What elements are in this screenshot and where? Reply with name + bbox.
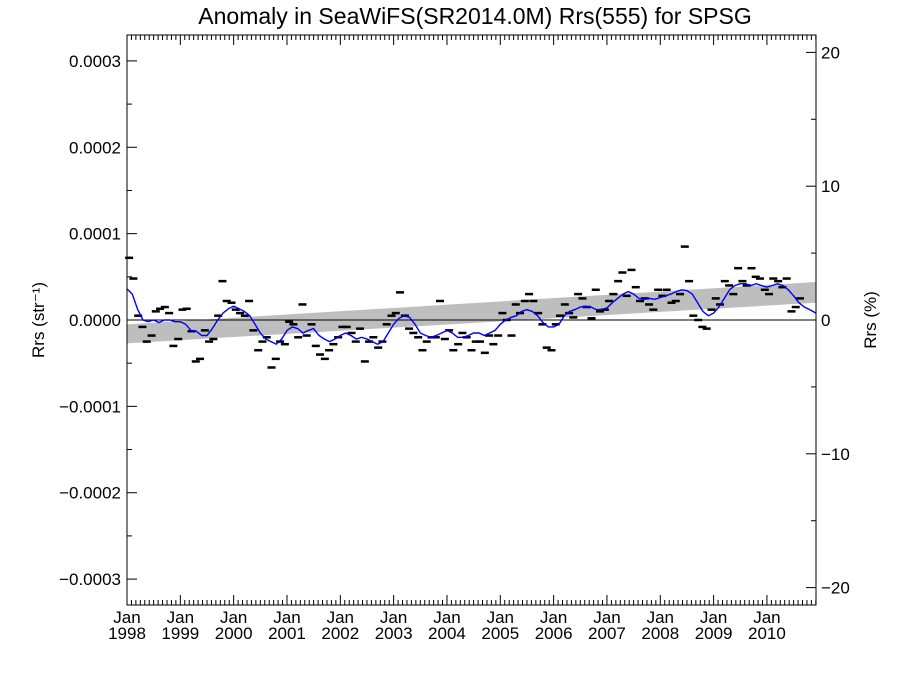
x-axis: Jan1998Jan1999Jan2000Jan2001Jan2002Jan20… xyxy=(108,35,817,643)
right-y-axis: 20 10 0 −10 −20 xyxy=(806,43,850,598)
smoothed-line-layer xyxy=(126,282,817,346)
x-tick-label-year: 2009 xyxy=(695,624,733,643)
right-y-tick-label: 0 xyxy=(821,311,830,330)
left-y-tick-label: 0.0003 xyxy=(69,52,121,71)
left-y-tick-label: −0.0002 xyxy=(59,484,121,503)
right-y-tick-label: 20 xyxy=(821,43,840,62)
left-y-tick-label: 0.0000 xyxy=(69,311,121,330)
left-y-tick-label: −0.0003 xyxy=(59,570,121,589)
left-y-tick-label: 0.0001 xyxy=(69,225,121,244)
x-tick-label-month: Jan xyxy=(540,608,567,627)
left-y-axis: 0.0003 0.0002 0.0001 0.0000 −0.0001 −0.0002 −0… xyxy=(59,52,137,589)
x-tick-label-month: Jan xyxy=(327,608,354,627)
x-tick-label-year: 2006 xyxy=(535,624,573,643)
x-tick-label-month: Jan xyxy=(380,608,407,627)
x-tick-label-year: 2001 xyxy=(268,624,306,643)
x-tick-label-month: Jan xyxy=(487,608,514,627)
left-y-tick-label: −0.0001 xyxy=(59,397,121,416)
x-tick-label-year: 2003 xyxy=(375,624,413,643)
x-tick-label-month: Jan xyxy=(433,608,460,627)
x-tick-label-month: Jan xyxy=(593,608,620,627)
x-tick-label-year: 2008 xyxy=(641,624,679,643)
x-tick-label-month: Jan xyxy=(220,608,247,627)
x-tick-label-month: Jan xyxy=(647,608,674,627)
right-y-axis-label: Rrs (%) xyxy=(861,291,880,349)
left-y-axis-label: Rrs (str⁻¹) xyxy=(29,282,48,358)
x-tick-label-year: 2000 xyxy=(215,624,253,643)
right-y-tick-label: −20 xyxy=(821,579,850,598)
x-tick-label-month: Jan xyxy=(700,608,727,627)
x-tick-label-month: Jan xyxy=(273,608,300,627)
chart-title: Anomaly in SeaWiFS(SR2014.0M) Rrs(555) f… xyxy=(198,3,751,29)
x-tick-label-year: 2007 xyxy=(588,624,626,643)
right-y-tick-label: 10 xyxy=(821,177,840,196)
x-tick-label-year: 2005 xyxy=(481,624,519,643)
smoothed-series-line xyxy=(126,282,817,346)
right-y-tick-label: −10 xyxy=(821,445,850,464)
x-tick-label-year: 2010 xyxy=(748,624,786,643)
x-tick-label-month: Jan xyxy=(753,608,780,627)
x-tick-label-year: 1998 xyxy=(108,624,146,643)
x-tick-label-month: Jan xyxy=(167,608,194,627)
x-tick-label-month: Jan xyxy=(113,608,140,627)
x-tick-label-year: 2004 xyxy=(428,624,466,643)
left-y-tick-label: 0.0002 xyxy=(69,138,121,157)
x-tick-label-year: 2002 xyxy=(321,624,359,643)
x-tick-label-year: 1999 xyxy=(161,624,199,643)
